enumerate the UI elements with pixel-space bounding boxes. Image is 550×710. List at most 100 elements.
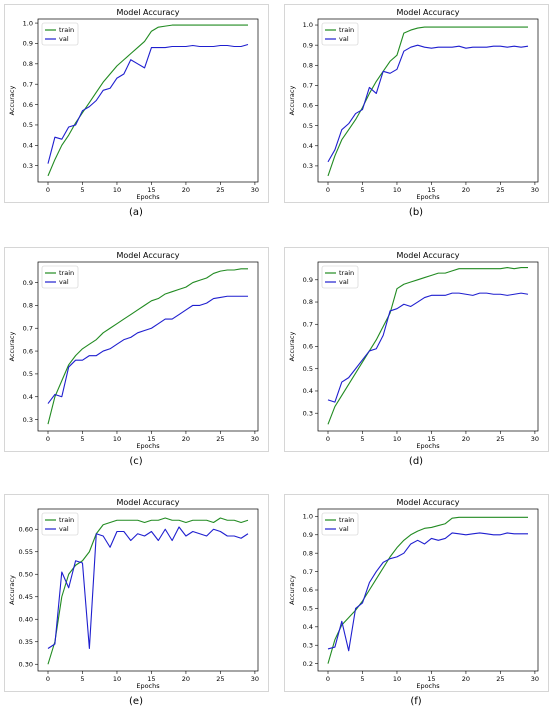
x-axis-label: Epochs (136, 442, 160, 450)
chart-title: Model Accuracy (396, 251, 459, 260)
series-line-val (327, 532, 528, 652)
y-tick-label: 0.6 (303, 586, 313, 594)
x-tick-label: 5 (80, 186, 84, 194)
x-tick-label: 0 (46, 675, 50, 683)
caption-a: (a) (129, 207, 143, 218)
y-tick-label: 0.8 (303, 61, 313, 69)
y-tick-label: 0.3 (23, 162, 33, 170)
y-tick-label: 0.4 (23, 393, 33, 401)
x-tick-label: 5 (80, 435, 84, 443)
caption-d: (d) (408, 456, 424, 467)
y-tick-label: 0.45 (19, 593, 33, 601)
series-line-train (327, 516, 528, 664)
x-tick-label: 30 (251, 435, 259, 443)
x-tick-label: 25 (216, 675, 224, 683)
y-tick-label: 0.3 (303, 641, 313, 649)
x-axis-label: Epochs (416, 193, 440, 201)
y-tick-label: 0.5 (303, 122, 313, 130)
x-tick-label: 30 (251, 186, 259, 194)
series-line-val (47, 526, 249, 650)
y-tick-label: 1.0 (303, 513, 313, 521)
legend-label-train: train (339, 26, 354, 34)
caption-c: (c) (129, 456, 143, 467)
chart-panel-e: Model Accuracy 0 5 10 15 20 25 30 0.30 0.35 0.40 0.… (4, 494, 269, 692)
x-tick-label: 20 (182, 675, 190, 683)
y-tick-label: 0.4 (23, 142, 33, 150)
series-line-train (47, 517, 249, 665)
y-tick-label: 0.5 (23, 370, 33, 378)
y-axis-label: Accuracy (8, 332, 16, 362)
legend-label-val: val (339, 35, 349, 43)
x-tick-label: 15 (147, 186, 155, 194)
series-line-val (47, 295, 248, 404)
legend-label-val: val (339, 525, 349, 533)
x-tick-label: 15 (427, 186, 435, 194)
legend-label-train: train (339, 269, 354, 277)
x-tick-label: 25 (496, 186, 504, 194)
x-tick-label: 25 (496, 675, 504, 683)
x-axis-label: Epochs (416, 682, 440, 690)
chart-title: Model Accuracy (116, 498, 179, 507)
series-line-train (47, 24, 248, 177)
y-tick-label: 0.9 (303, 41, 313, 49)
x-tick-label: 20 (462, 186, 470, 194)
y-tick-label: 0.7 (303, 82, 313, 90)
y-tick-label: 0.3 (303, 162, 313, 170)
x-tick-label: 5 (360, 186, 364, 194)
plot-frame (37, 18, 259, 183)
x-tick-label: 30 (251, 675, 259, 683)
y-tick-label: 0.8 (303, 298, 313, 306)
chart-panel-f: Model Accuracy 0 5 10 15 20 25 30 0.2 0.3 0.4 0.5 0.… (284, 494, 549, 692)
x-tick-label: 20 (182, 186, 190, 194)
chart-title: Model Accuracy (396, 498, 459, 507)
y-tick-label: 0.35 (19, 638, 33, 646)
x-tick-label: 20 (462, 435, 470, 443)
y-axis-label: Accuracy (8, 575, 16, 605)
legend-label-val: val (339, 278, 349, 286)
y-tick-label: 0.40 (19, 615, 33, 623)
x-axis-label: Epochs (416, 442, 440, 450)
y-tick-label: 0.6 (303, 343, 313, 351)
caption-f: (f) (410, 696, 422, 707)
chart-panel-b: Model Accuracy 0 5 10 15 20 25 30 0.3 0.4 0.5 0.6 0.… (284, 4, 549, 203)
x-tick-label: 0 (326, 186, 330, 194)
y-tick-label: 0.30 (19, 660, 33, 668)
y-tick-label: 0.8 (303, 549, 313, 557)
plot-frame (37, 508, 259, 672)
y-tick-label: 0.5 (303, 605, 313, 613)
chart-svg: Model Accuracy 0 5 10 15 20 25 30 0.3 0.4 0.5 0.6 0.… (288, 8, 539, 201)
caption-e: (e) (129, 696, 143, 707)
x-tick-label: 25 (496, 435, 504, 443)
chart-panel-c: Model Accuracy 0 5 10 15 20 25 30 0.3 0.4 0.5 0.6 0.… (4, 247, 269, 452)
x-tick-label: 10 (393, 186, 401, 194)
y-tick-label: 0.8 (23, 302, 33, 310)
chart-svg: Model Accuracy 0 5 10 15 20 25 30 0.30 0.35 0.40 0.… (8, 498, 259, 690)
legend-label-train: train (59, 516, 74, 524)
y-tick-label: 1.0 (303, 21, 313, 29)
y-tick-label: 0.6 (23, 101, 33, 109)
x-axis-label: Epochs (136, 682, 160, 690)
x-tick-label: 10 (393, 675, 401, 683)
series-line-train (327, 26, 528, 177)
x-tick-label: 5 (360, 435, 364, 443)
y-tick-label: 0.4 (303, 142, 313, 150)
x-tick-label: 10 (113, 675, 121, 683)
chart-title: Model Accuracy (116, 251, 179, 260)
y-tick-label: 1.0 (23, 19, 33, 27)
y-tick-label: 0.4 (303, 387, 313, 395)
x-tick-label: 0 (46, 435, 50, 443)
y-tick-label: 0.5 (303, 365, 313, 373)
x-tick-label: 10 (113, 435, 121, 443)
y-tick-label: 0.3 (23, 416, 33, 424)
legend-label-train: train (59, 269, 74, 277)
y-tick-label: 0.2 (303, 660, 313, 668)
chart-svg: Model Accuracy 0 5 10 15 20 25 30 0.3 0.4 0.5 0.6 0.… (8, 8, 259, 201)
y-tick-label: 0.7 (23, 324, 33, 332)
y-tick-label: 0.9 (303, 276, 313, 284)
y-tick-label: 0.9 (23, 279, 33, 287)
y-tick-label: 0.50 (19, 570, 33, 578)
chart-panel-a: Model Accuracy 0 5 10 15 20 25 30 0.3 0.4 0.5 0.6 0.… (4, 4, 269, 203)
x-tick-label: 5 (80, 675, 84, 683)
x-tick-label: 15 (147, 675, 155, 683)
x-tick-label: 30 (531, 435, 539, 443)
